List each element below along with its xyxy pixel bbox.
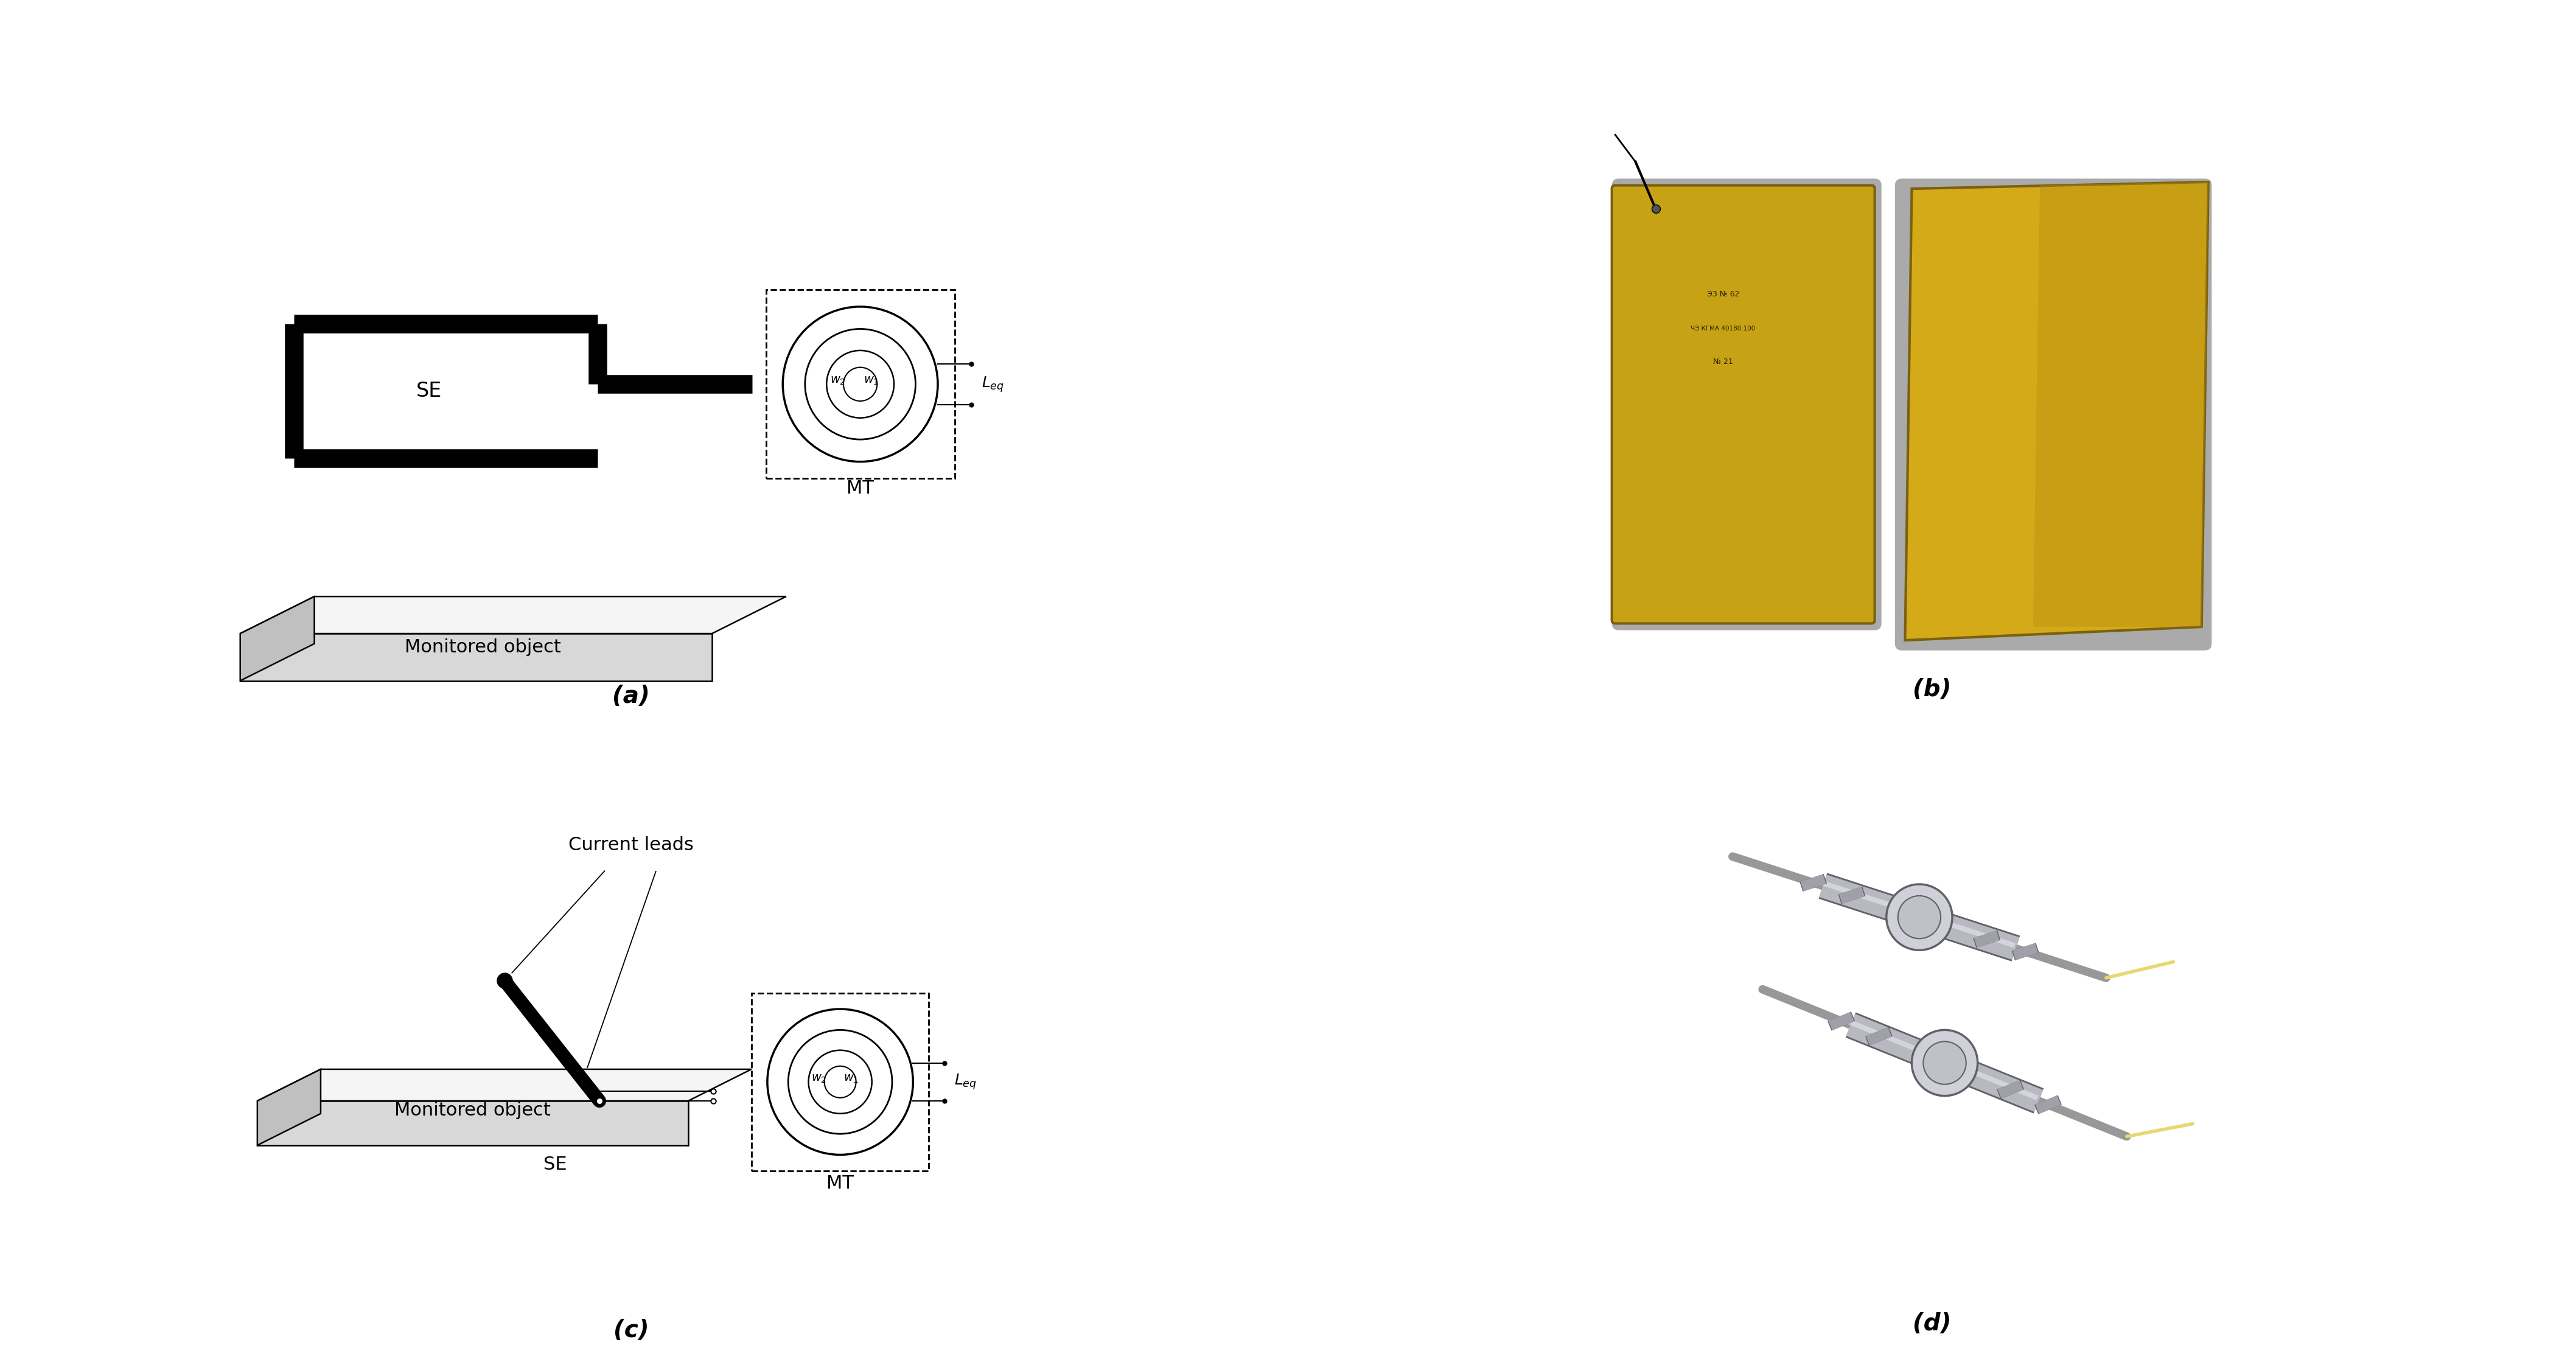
Text: MT: MT [848, 480, 873, 497]
FancyBboxPatch shape [752, 993, 930, 1170]
Polygon shape [258, 1101, 688, 1146]
Circle shape [1911, 1030, 1978, 1096]
Circle shape [1899, 896, 1940, 938]
Text: SE: SE [417, 381, 443, 400]
Circle shape [824, 1066, 855, 1097]
Text: $w_1$: $w_1$ [842, 1073, 858, 1085]
FancyBboxPatch shape [765, 290, 956, 479]
Text: (d): (d) [1914, 1312, 1950, 1336]
Text: SE: SE [544, 1155, 567, 1173]
Text: ЧЭ КГМА 40180.100: ЧЭ КГМА 40180.100 [1690, 325, 1754, 332]
Text: Current leads: Current leads [569, 836, 693, 853]
Text: (c): (c) [613, 1318, 649, 1341]
Polygon shape [258, 1069, 319, 1146]
Text: (a): (a) [613, 685, 649, 708]
Text: $L_{eq}$: $L_{eq}$ [981, 375, 1005, 394]
Text: $w_2$: $w_2$ [811, 1073, 827, 1085]
Text: (b): (b) [1914, 678, 1950, 701]
Circle shape [1924, 1042, 1965, 1084]
FancyBboxPatch shape [1613, 186, 1875, 623]
Text: $w_1$: $w_1$ [863, 375, 878, 387]
Polygon shape [240, 634, 711, 681]
Text: Monitored object: Monitored object [394, 1101, 551, 1119]
Text: $w_2$: $w_2$ [829, 375, 845, 387]
Text: № 21: № 21 [1713, 357, 1734, 365]
FancyBboxPatch shape [1613, 179, 1880, 631]
Circle shape [842, 368, 876, 402]
Text: Monitored object: Monitored object [404, 638, 562, 656]
Polygon shape [2032, 182, 2208, 627]
Polygon shape [1906, 182, 2208, 640]
Text: $L_{eq}$: $L_{eq}$ [953, 1073, 976, 1092]
Text: MT: MT [827, 1174, 853, 1192]
Polygon shape [240, 596, 314, 681]
Circle shape [1886, 884, 1953, 950]
FancyBboxPatch shape [1896, 179, 2213, 651]
Polygon shape [258, 1069, 752, 1101]
Text: ЭЗ № 62: ЭЗ № 62 [1708, 290, 1739, 298]
Polygon shape [240, 596, 786, 634]
